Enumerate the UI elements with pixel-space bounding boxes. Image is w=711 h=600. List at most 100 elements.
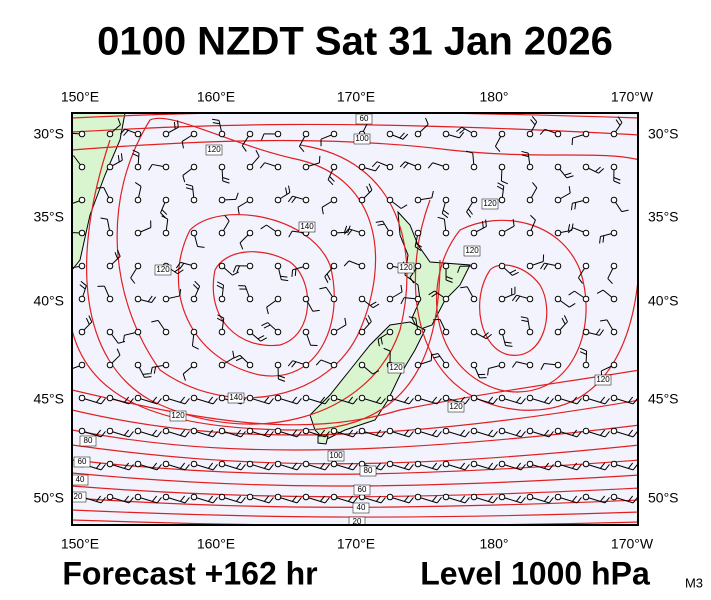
isobar-label: 80 bbox=[84, 436, 93, 445]
barb-tick bbox=[281, 279, 289, 282]
barb-tick bbox=[173, 122, 176, 130]
barb-tick bbox=[117, 154, 120, 163]
lat-label-right: 30°S bbox=[648, 126, 679, 142]
barb-station bbox=[162, 295, 170, 303]
barb-staff bbox=[529, 397, 550, 405]
barb-tick bbox=[431, 396, 438, 403]
barb-tick bbox=[598, 168, 605, 174]
barb-tick bbox=[511, 361, 517, 368]
barb-staff bbox=[585, 397, 606, 405]
barb-tick bbox=[327, 179, 334, 186]
barb-station bbox=[582, 262, 590, 270]
australia-coast bbox=[72, 113, 126, 271]
barb-station bbox=[78, 163, 86, 171]
barb-tick bbox=[487, 429, 494, 436]
barb-station bbox=[414, 196, 422, 204]
barb-staff bbox=[277, 463, 298, 471]
barb-tick bbox=[504, 341, 512, 344]
barb-tick bbox=[548, 398, 554, 405]
barb-tick bbox=[278, 378, 286, 382]
barb-staff bbox=[109, 496, 130, 504]
barb-station bbox=[134, 196, 142, 204]
barb-tick bbox=[263, 495, 270, 502]
barb-tick bbox=[442, 209, 450, 215]
barb-tick bbox=[436, 431, 442, 438]
barb-station bbox=[162, 229, 170, 237]
forecast-label: Forecast +162 hr bbox=[62, 555, 317, 591]
barb-tick bbox=[299, 146, 305, 152]
barb-tick bbox=[403, 162, 409, 169]
barb-tick bbox=[567, 224, 571, 232]
barb-tick bbox=[627, 396, 634, 403]
barb-staff bbox=[613, 397, 634, 405]
barb-tick bbox=[456, 126, 463, 133]
lon-label-top: 160°E bbox=[197, 89, 235, 105]
barb-tick bbox=[563, 315, 568, 322]
barb-tick bbox=[324, 464, 330, 471]
barb-station bbox=[106, 493, 114, 501]
barb-staff bbox=[249, 430, 270, 438]
barb-station bbox=[442, 229, 450, 237]
barb-tick bbox=[571, 429, 578, 436]
barb-tick bbox=[232, 265, 237, 273]
isobar-label-box bbox=[205, 144, 223, 156]
barb-station bbox=[78, 427, 86, 435]
barb-staff bbox=[389, 430, 410, 438]
barb-tick bbox=[216, 317, 224, 323]
barb-station bbox=[498, 361, 506, 369]
barb-station bbox=[106, 460, 114, 468]
barb-station bbox=[582, 427, 590, 435]
isobar-label: 20 bbox=[353, 517, 362, 526]
barb-station bbox=[78, 229, 86, 237]
barb-station bbox=[498, 328, 506, 336]
isobar-label-box bbox=[298, 221, 316, 233]
barb-tick bbox=[65, 133, 68, 139]
barb-station bbox=[526, 130, 534, 138]
barb-tick bbox=[437, 216, 445, 220]
barb-station bbox=[554, 427, 562, 435]
barb-tick bbox=[212, 398, 218, 405]
barb-station bbox=[218, 328, 226, 336]
barb-staff bbox=[165, 397, 186, 405]
barb-tick bbox=[123, 396, 130, 403]
barb-tick bbox=[409, 277, 415, 284]
barb-tick bbox=[604, 398, 610, 405]
isobar bbox=[72, 497, 638, 508]
barb-station bbox=[610, 163, 618, 171]
barb-station bbox=[106, 163, 114, 171]
barb-station bbox=[78, 295, 86, 303]
barb-station bbox=[554, 163, 562, 171]
isobar-label: 80 bbox=[364, 466, 373, 475]
barb-tick bbox=[119, 128, 126, 135]
barb-tick bbox=[515, 495, 522, 502]
barb-tick bbox=[464, 398, 470, 405]
level-label: Level 1000 hPa bbox=[420, 555, 650, 591]
barb-tick bbox=[347, 495, 354, 502]
barb-tick bbox=[571, 462, 578, 469]
stewart-island bbox=[317, 435, 329, 445]
barb-tick bbox=[96, 186, 104, 189]
barb-tick bbox=[222, 177, 230, 181]
barb-station bbox=[554, 295, 562, 303]
barb-staff bbox=[389, 397, 410, 405]
barb-tick bbox=[151, 462, 158, 469]
barb-tick bbox=[621, 209, 629, 213]
barb-tick bbox=[492, 497, 498, 504]
barb-station bbox=[442, 196, 450, 204]
barb-tick bbox=[278, 375, 286, 379]
barb-tick bbox=[372, 370, 380, 375]
barb-station bbox=[610, 427, 618, 435]
barb-tick bbox=[235, 495, 242, 502]
barb-station bbox=[358, 328, 366, 336]
isobar bbox=[436, 219, 587, 393]
barb-tick bbox=[568, 186, 571, 194]
barb-station bbox=[554, 328, 562, 336]
barb-tick bbox=[239, 242, 244, 250]
barb-tick bbox=[568, 290, 575, 296]
barb-tick bbox=[627, 495, 634, 502]
barb-tick bbox=[459, 396, 466, 403]
barb-station bbox=[190, 163, 198, 171]
barb-station bbox=[246, 361, 254, 369]
barb-tick bbox=[257, 335, 265, 340]
isobar-label: 60 bbox=[360, 114, 369, 123]
